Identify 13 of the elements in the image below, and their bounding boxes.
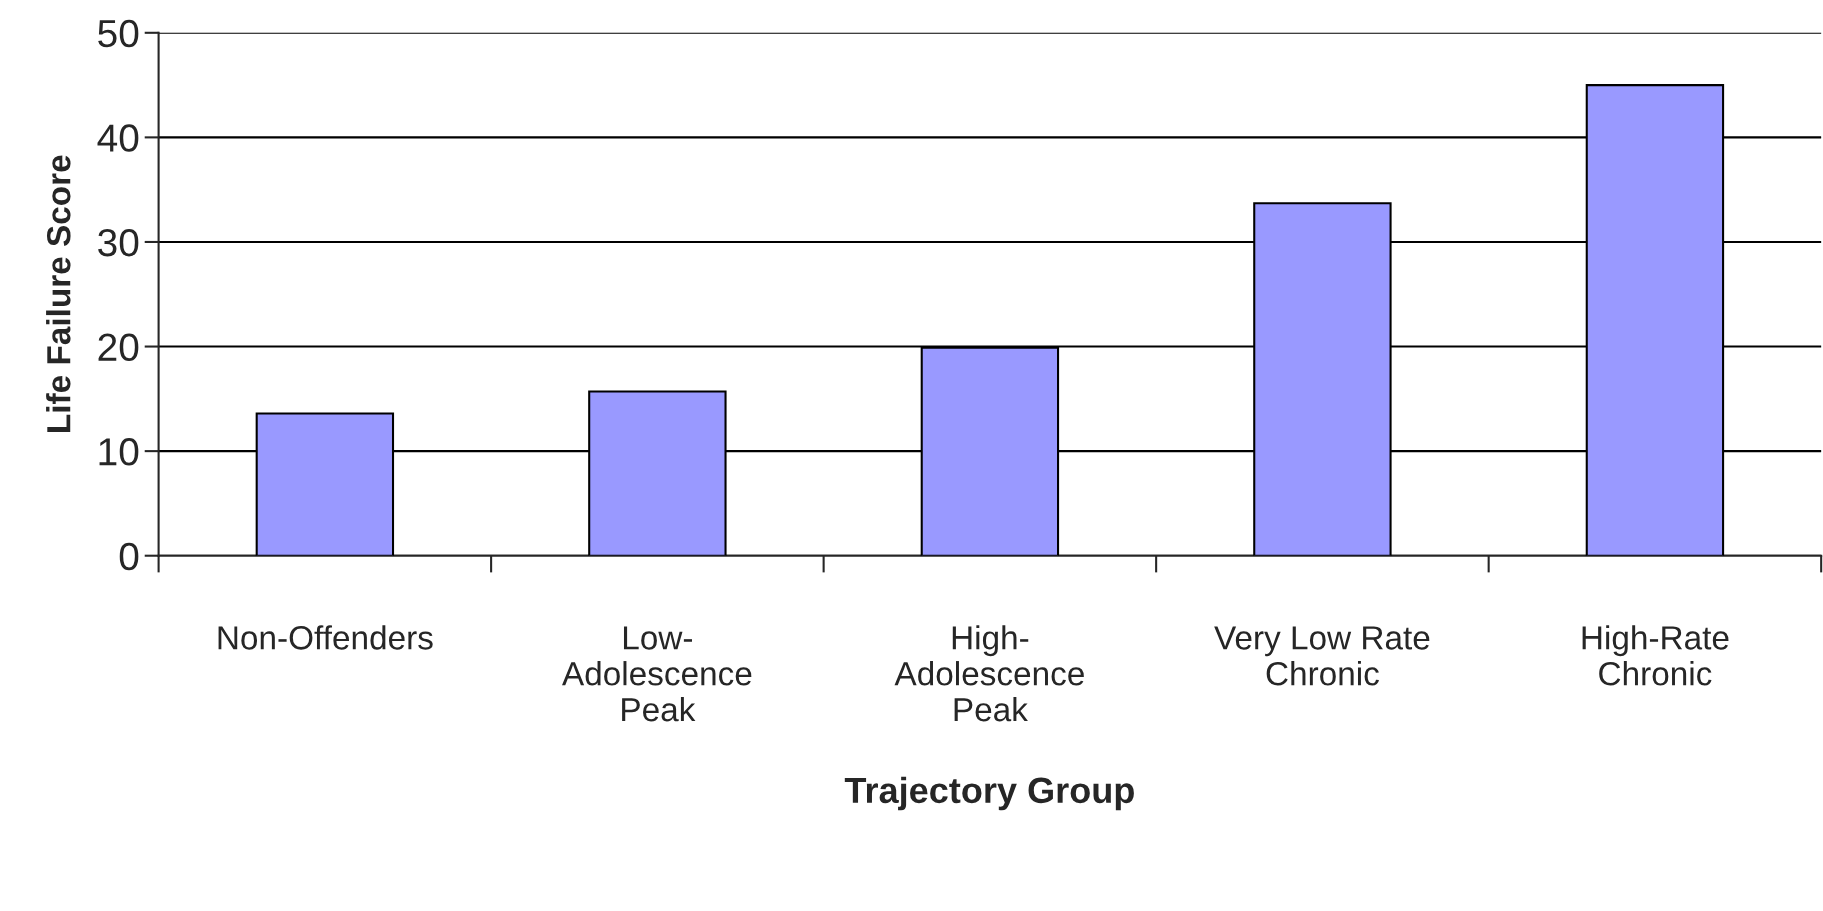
x-tick-label: High-Rate Chronic: [1582, 625, 1729, 686]
y-axis-title: Life Failure Score: [46, 155, 71, 432]
y-tick-label: 10: [99, 438, 139, 466]
x-tick-label: Very Low Rate Chronic: [1214, 626, 1430, 686]
y-tick-label: 20: [98, 333, 139, 362]
y-tick-label: 40: [97, 124, 139, 152]
x-tick-label: High- Adolescence Peak: [894, 625, 1084, 722]
x-tick-label: Low- Adolescence Peak: [562, 626, 752, 722]
x-tick-label: Non-Offenders: [218, 625, 433, 650]
y-tick-label: 0: [119, 542, 139, 571]
y-tick-label: 50: [98, 19, 139, 48]
x-axis-title: Trajectory Group: [844, 776, 1134, 811]
y-tick-label: 30: [98, 228, 139, 257]
